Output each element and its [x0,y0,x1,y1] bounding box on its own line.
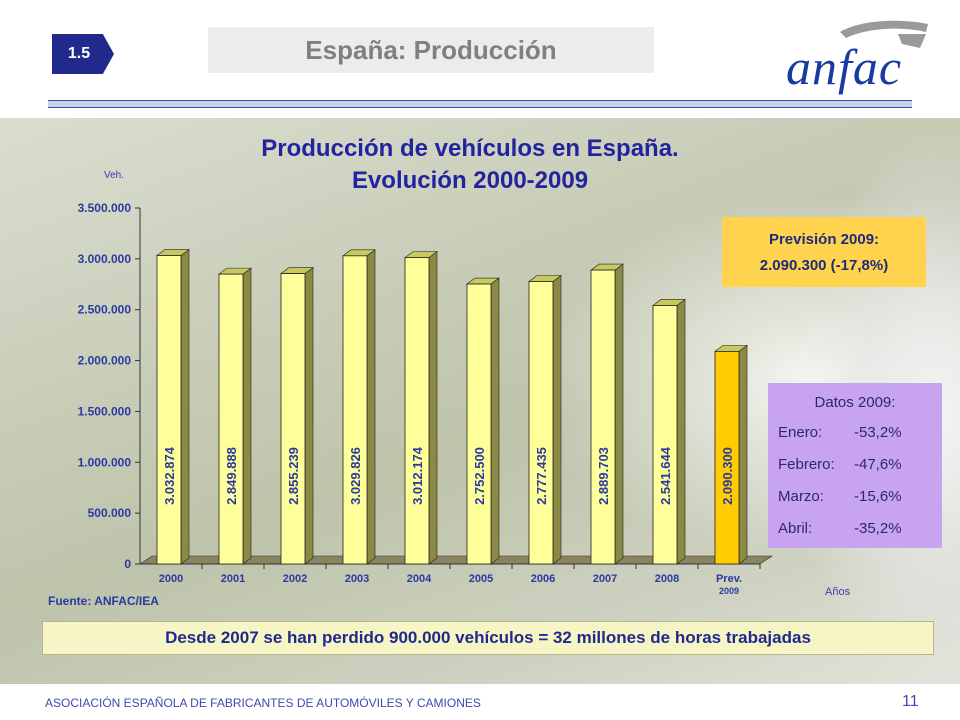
datos-row: Febrero: -47,6% [778,449,932,481]
bar [280,273,306,565]
bar [404,257,430,565]
bar [466,283,492,565]
datos-box: Datos 2009: Enero: -53,2% Febrero: -47,6% … [768,383,942,548]
bar [156,255,182,565]
datos-value: -35,2% [854,520,902,537]
bar-side [552,274,562,565]
bar [590,269,616,565]
section-number: 1.5 [67,45,91,62]
x-tick-label: 2008 [655,573,679,585]
datos-row: Enero: -53,2% [778,417,932,449]
bar-value-label: 2.855.239 [286,447,301,505]
chart-title: Producción de vehículos en España. Evolu… [200,133,740,197]
datos-label: Marzo: [778,488,824,505]
x-tick-label: 2003 [345,573,369,585]
bar-side [428,251,438,565]
y-tick-label: 500.000 [88,506,132,520]
x-tick-label: 2002 [283,573,307,585]
bar-side [738,344,748,565]
y-tick-label: 0 [124,557,131,571]
bar [528,281,554,565]
logo-text: anfac [786,39,903,95]
y-tick-label: 1.500.000 [78,404,132,418]
bar [218,273,244,565]
page-title: España: Producción [208,27,654,73]
bar-side [366,249,376,565]
bar-value-label: 2.849.888 [224,447,239,505]
y-axis-label: Veh. [104,170,125,181]
bar-value-label: 2.777.435 [534,447,549,505]
x-tick-label: 2005 [469,573,493,585]
y-tick-label: 3.000.000 [78,252,132,266]
bar-value-label: 2.090.300 [720,447,735,505]
footer-organization: ASOCIACIÓN ESPAÑOLA DE FABRICANTES DE AU… [45,696,481,710]
bar-side [304,266,314,565]
x-tick-label: 2000 [159,573,183,585]
datos-title: Datos 2009: [814,394,896,411]
datos-label: Abril: [778,520,813,537]
x-axis-label: Años [825,586,851,598]
source-note: Fuente: ANFAC/IEA [48,594,159,608]
x-tick-label: 2001 [221,573,245,585]
prevision-value: 2.090.300 (-17,8%) [759,257,889,274]
page-number: 11 [902,693,919,710]
bar-value-label: 2.541.644 [658,446,673,505]
bar-side [242,267,252,565]
bar-value-label: 3.032.874 [162,446,177,505]
bar-value-label: 3.012.174 [410,446,425,505]
prevision-box: Previsión 2009: 2.090.300 (-17,8%) [722,217,926,287]
bar-side [180,248,190,565]
bar-side [490,277,500,565]
y-tick-label: 2.500.000 [78,303,132,317]
y-tick-label: 2.000.000 [78,354,132,368]
y-tick-label: 3.500.000 [78,201,132,215]
prevision-title: Previsión 2009: [768,231,880,248]
datos-label: Febrero: [778,456,835,473]
bar [652,305,678,565]
chart-title-line2: Evolución 2000-2009 [351,167,589,194]
x-tick-label: Prev. [716,573,742,585]
bar [342,255,368,565]
x-tick-label: 2004 [407,573,432,585]
datos-value: -15,6% [854,488,902,505]
bar [714,350,740,565]
bar-value-label: 2.752.500 [472,447,487,505]
x-tick-label: 2007 [593,573,617,585]
anfac-logo-icon [840,20,928,48]
section-badge: 1.5 [52,34,114,74]
footer [0,684,960,720]
bar-value-label: 3.029.826 [348,447,363,505]
datos-row: Abril: -35,2% [778,513,932,545]
summary-banner: Desde 2007 se han perdido 900.000 vehícu… [42,621,934,655]
datos-row: Marzo: -15,6% [778,481,932,513]
bar-side [614,263,624,565]
x-tick-label-line2: 2009 [719,586,739,596]
datos-label: Enero: [778,424,823,441]
x-tick-label: 2006 [531,573,555,585]
y-tick-label: 1.000.000 [78,455,132,469]
bar-side [676,298,686,565]
chart-title-line1: Producción de vehículos en España. [261,135,679,162]
datos-value: -53,2% [854,424,902,441]
header-divider [48,100,912,108]
datos-value: -47,6% [854,456,902,473]
bar-value-label: 2.889.703 [596,447,611,505]
